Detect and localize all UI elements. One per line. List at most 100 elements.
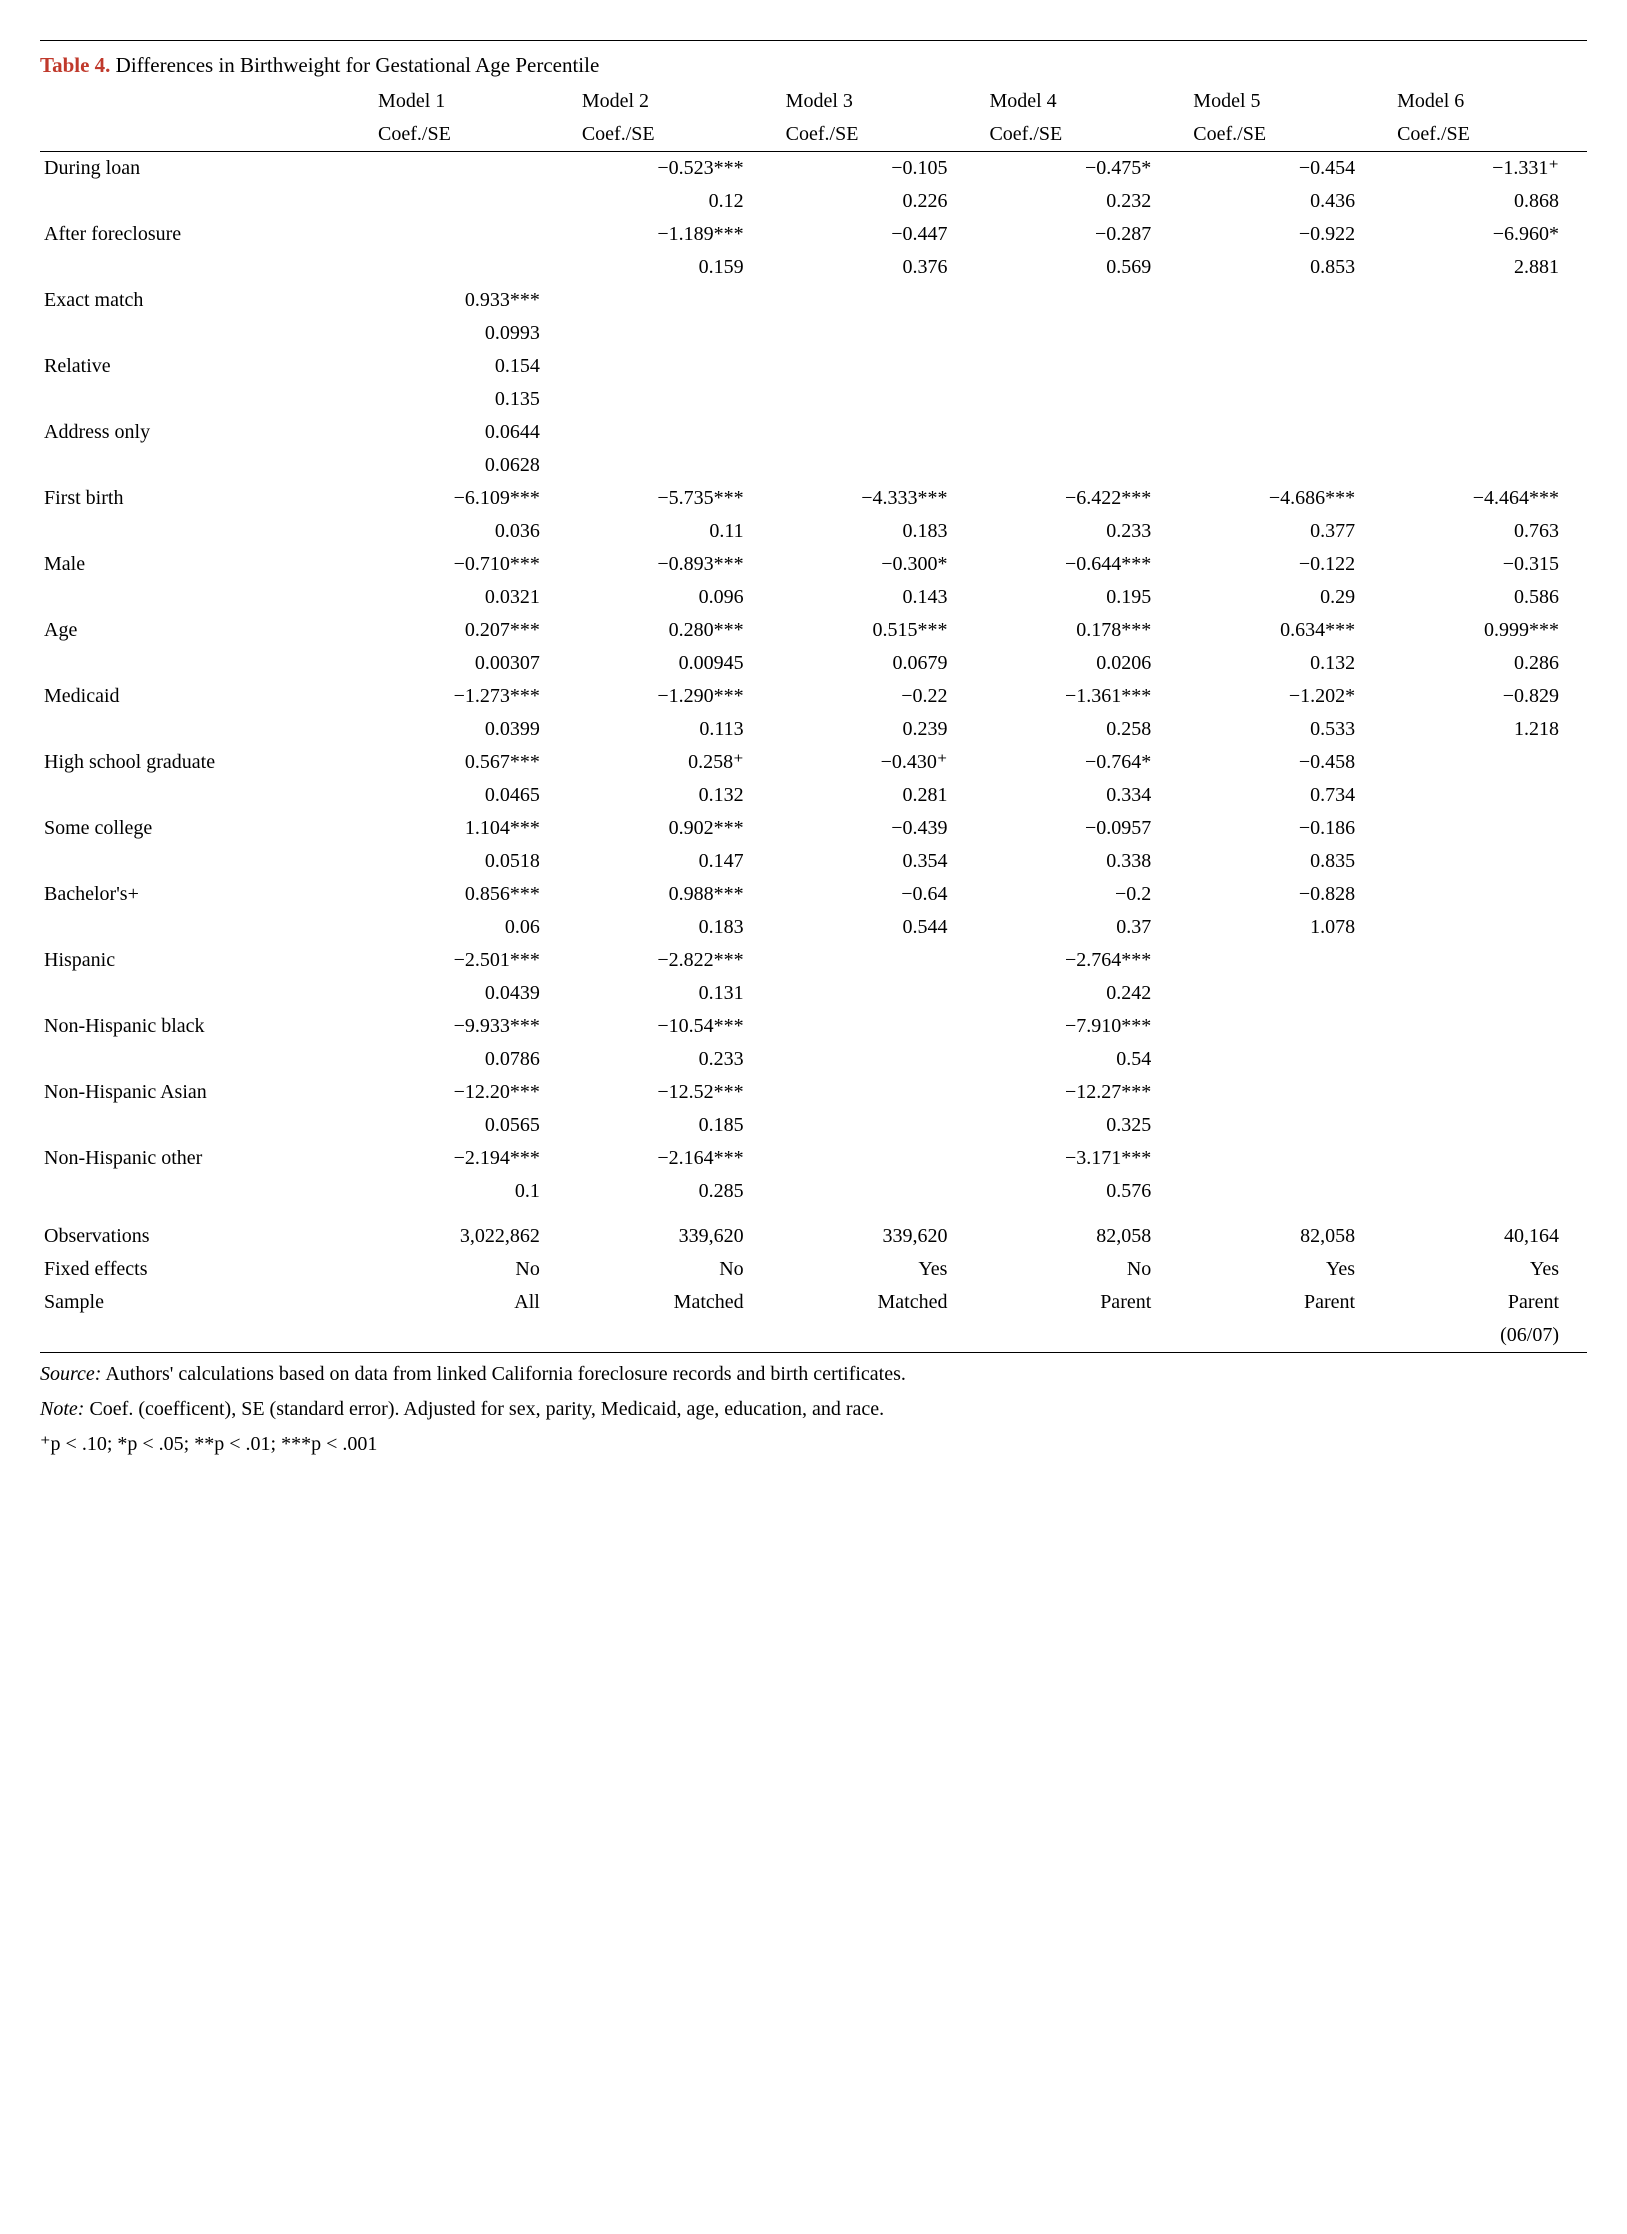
coef-row: Non-Hispanic other−2.194***−2.164***−3.1…	[40, 1142, 1587, 1175]
se-cell: 0.0786	[364, 1043, 568, 1076]
summary-cell: No	[568, 1253, 772, 1286]
se-cell: 1.078	[1179, 911, 1383, 944]
se-cell: 1.218	[1383, 713, 1587, 746]
se-cell: 0.195	[975, 581, 1179, 614]
se-cell: 0.37	[975, 911, 1179, 944]
se-cell: 0.533	[1179, 713, 1383, 746]
coef-row: After foreclosure−1.189***−0.447−0.287−0…	[40, 218, 1587, 251]
coef-cell: −2.501***	[364, 944, 568, 977]
se-cell: 0.12	[568, 185, 772, 218]
se-cell: 0.853	[1179, 251, 1383, 284]
se-cell	[1383, 1175, 1587, 1209]
coef-cell: −10.54***	[568, 1010, 772, 1043]
coef-cell	[568, 350, 772, 383]
summary-cell: All	[364, 1286, 568, 1319]
coef-cell: −0.315	[1383, 548, 1587, 581]
coef-cell: 0.280***	[568, 614, 772, 647]
footnote-significance: ⁺p < .10; *p < .05; **p < .01; ***p < .0…	[40, 1431, 1587, 1458]
coef-row: During loan−0.523***−0.105−0.475*−0.454−…	[40, 152, 1587, 186]
se-label-blank	[40, 251, 364, 284]
se-label-blank	[40, 845, 364, 878]
se-cell: 0.835	[1179, 845, 1383, 878]
se-row: 0.03210.0960.1430.1950.290.586	[40, 581, 1587, 614]
se-cell: 0.734	[1179, 779, 1383, 812]
se-label-blank	[40, 185, 364, 218]
coef-row: Bachelor's+0.856***0.988***−0.64−0.2−0.8…	[40, 878, 1587, 911]
table-number: Table 4.	[40, 53, 110, 77]
coef-cell: −4.333***	[772, 482, 976, 515]
se-label-blank	[40, 911, 364, 944]
coef-cell	[772, 944, 976, 977]
coef-cell: −0.710***	[364, 548, 568, 581]
se-row: 0.060.1830.5440.371.078	[40, 911, 1587, 944]
se-cell	[1179, 977, 1383, 1010]
se-row: 0.03990.1130.2390.2580.5331.218	[40, 713, 1587, 746]
coef-cell: 0.258⁺	[568, 746, 772, 779]
coef-cell	[772, 1076, 976, 1109]
summary-cell: 82,058	[975, 1209, 1179, 1254]
var-label: Relative	[40, 350, 364, 383]
footnote-source-label: Source:	[40, 1363, 101, 1385]
se-cell: 0.242	[975, 977, 1179, 1010]
se-cell	[1383, 383, 1587, 416]
coef-cell: −0.523***	[568, 152, 772, 186]
coef-cell	[1179, 416, 1383, 449]
se-cell: 0.132	[568, 779, 772, 812]
table-title: Table 4. Differences in Birthweight for …	[40, 40, 1587, 79]
summary-cell: 82,058	[1179, 1209, 1383, 1254]
summary-label: Sample	[40, 1286, 364, 1319]
coef-cell: −12.52***	[568, 1076, 772, 1109]
se-cell	[772, 977, 976, 1010]
se-cell: 0.06	[364, 911, 568, 944]
se-cell	[568, 383, 772, 416]
summary-label	[40, 1319, 364, 1352]
se-row: 0.05180.1470.3540.3380.835	[40, 845, 1587, 878]
var-label: After foreclosure	[40, 218, 364, 251]
summary-label: Observations	[40, 1209, 364, 1254]
coef-row: Age0.207***0.280***0.515***0.178***0.634…	[40, 614, 1587, 647]
coef-cell: 0.154	[364, 350, 568, 383]
coef-row: Non-Hispanic black−9.933***−10.54***−7.9…	[40, 1010, 1587, 1043]
coef-cell: −0.287	[975, 218, 1179, 251]
coef-cell	[1383, 944, 1587, 977]
se-row: 0.07860.2330.54	[40, 1043, 1587, 1076]
se-row: 0.04390.1310.242	[40, 977, 1587, 1010]
summary-cell	[364, 1319, 568, 1352]
var-label: Male	[40, 548, 364, 581]
se-cell	[364, 251, 568, 284]
summary-cell	[772, 1319, 976, 1352]
coef-cell: 0.178***	[975, 614, 1179, 647]
coef-row: Exact match0.933***	[40, 284, 1587, 317]
se-cell	[975, 383, 1179, 416]
coef-cell: −6.422***	[975, 482, 1179, 515]
coef-cell: −0.430⁺	[772, 746, 976, 779]
se-cell: 0.436	[1179, 185, 1383, 218]
header-model6: Model 6	[1383, 85, 1587, 118]
coef-cell	[568, 284, 772, 317]
se-row: 0.05650.1850.325	[40, 1109, 1587, 1142]
var-label: Some college	[40, 812, 364, 845]
se-cell: 0.0321	[364, 581, 568, 614]
summary-row: Observations3,022,862339,620339,62082,05…	[40, 1209, 1587, 1254]
se-row: 0.003070.009450.06790.02060.1320.286	[40, 647, 1587, 680]
header-coefse6: Coef./SE	[1383, 118, 1587, 152]
summary-cell: Parent	[975, 1286, 1179, 1319]
se-cell: 0.0439	[364, 977, 568, 1010]
coef-cell: −0.122	[1179, 548, 1383, 581]
se-label-blank	[40, 581, 364, 614]
se-cell: 0.376	[772, 251, 976, 284]
header-coefse3: Coef./SE	[772, 118, 976, 152]
var-label: Address only	[40, 416, 364, 449]
se-cell: 0.281	[772, 779, 976, 812]
var-label: First birth	[40, 482, 364, 515]
coef-cell	[1179, 1076, 1383, 1109]
footnote-source: Source: Authors' calculations based on d…	[40, 1361, 1587, 1388]
var-label: Non-Hispanic other	[40, 1142, 364, 1175]
coef-cell: −0.454	[1179, 152, 1383, 186]
coef-cell: −4.464***	[1383, 482, 1587, 515]
se-row: 0.120.2260.2320.4360.868	[40, 185, 1587, 218]
coef-cell: −6.960*	[1383, 218, 1587, 251]
coef-cell: −2.822***	[568, 944, 772, 977]
summary-cell	[568, 1319, 772, 1352]
summary-cell: Parent	[1179, 1286, 1383, 1319]
